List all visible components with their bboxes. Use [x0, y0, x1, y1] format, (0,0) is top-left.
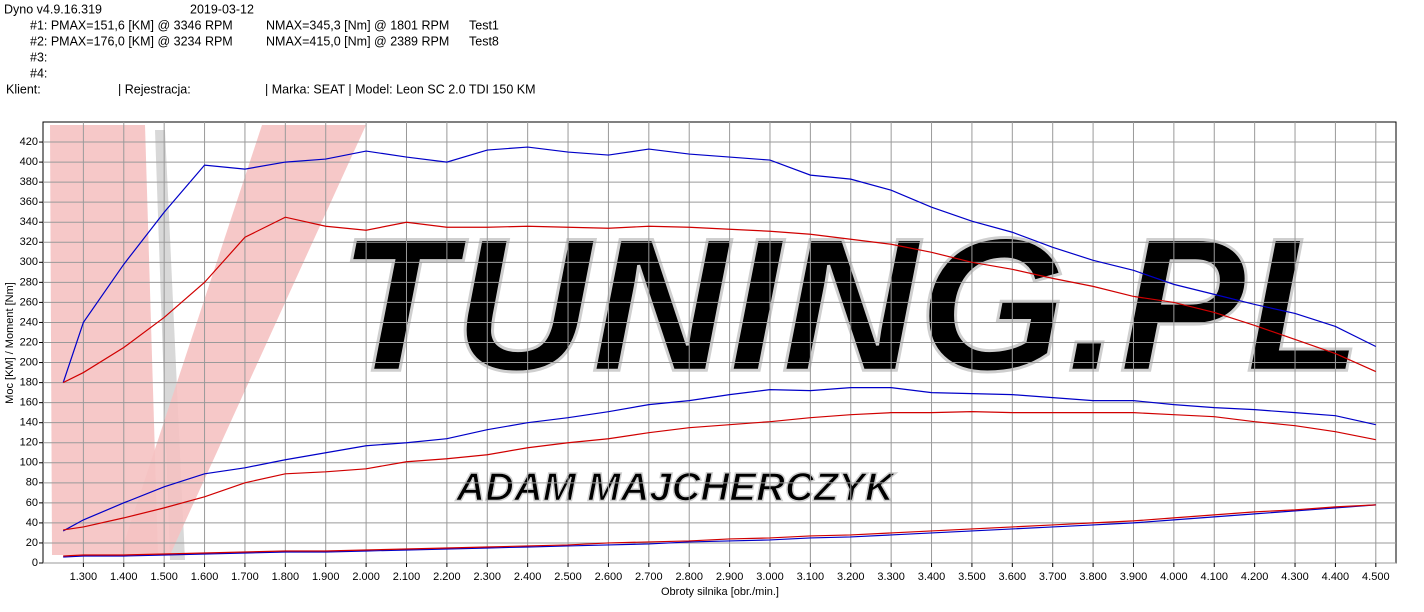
client: Klient: [6, 82, 41, 96]
x-tick-label: 1.500 [150, 571, 178, 583]
x-tick-label: 4.200 [1241, 571, 1269, 583]
y-tick-label: 180 [20, 376, 38, 388]
run-label: #1: PMAX=151,6 [KM] @ 3346 RPM [30, 18, 233, 32]
y-tick-label: 380 [20, 176, 38, 188]
run-torque: NMAX=415,0 [Nm] @ 2389 RPM [266, 34, 449, 48]
x-tick-label: 1.900 [312, 571, 340, 583]
y-tick-label: 200 [20, 356, 38, 368]
data-line [62, 216, 1377, 384]
y-tick-label: 40 [26, 517, 38, 529]
run-test: Test1 [469, 18, 499, 32]
x-tick-label: 4.400 [1322, 571, 1350, 583]
x-tick-label: 3.200 [837, 571, 865, 583]
axis-labels: Obroty silnika [obr./min.] Moc [KM] / Mo… [4, 136, 1390, 598]
x-tick-label: 2.200 [433, 571, 461, 583]
watermark: TUNING.PL ADAM MAJCHERCZYK [50, 125, 1363, 560]
y-tick-label: 400 [20, 156, 38, 168]
run-torque: NMAX=345,3 [Nm] @ 1801 RPM [266, 18, 449, 32]
x-tick-label: 3.000 [756, 571, 784, 583]
x-tick-label: 1.400 [110, 571, 138, 583]
x-tick-label: 2.400 [514, 571, 542, 583]
y-tick-label: 420 [20, 136, 38, 148]
x-tick-label: 2.700 [635, 571, 663, 583]
x-tick-label: 4.300 [1281, 571, 1309, 583]
y-tick-label: 300 [20, 256, 38, 268]
x-axis-title: Obroty silnika [obr./min.] [661, 586, 779, 598]
run-label: #3: [30, 50, 47, 64]
x-tick-label: 3.400 [918, 571, 946, 583]
y-tick-label: 100 [20, 457, 38, 469]
run-label: #2: PMAX=176,0 [KM] @ 3234 RPM [30, 34, 233, 48]
x-tick-label: 2.900 [716, 571, 744, 583]
y-tick-label: 260 [20, 296, 38, 308]
watermark-brand: TUNING.PL [338, 199, 1362, 411]
x-tick-label: 2.800 [675, 571, 703, 583]
y-tick-label: 80 [26, 477, 38, 489]
y-tick-label: 60 [26, 497, 38, 509]
x-tick-label: 3.500 [958, 571, 986, 583]
x-tick-label: 1.300 [70, 571, 98, 583]
x-tick-label: 1.700 [231, 571, 259, 583]
data-line [63, 504, 1376, 557]
x-tick-label: 2.300 [474, 571, 502, 583]
x-tick-label: 3.300 [877, 571, 905, 583]
run-test: Test8 [469, 34, 499, 48]
version: Dyno v4.9.16.319 [4, 2, 102, 16]
x-tick-label: 4.100 [1200, 571, 1228, 583]
x-tick-label: 3.700 [1039, 571, 1067, 583]
x-tick-label: 4.000 [1160, 571, 1188, 583]
x-tick-label: 3.900 [1120, 571, 1148, 583]
header: Dyno v4.9.16.319 2019-03-12 #1: PMAX=151… [4, 2, 536, 96]
y-tick-label: 320 [20, 236, 38, 248]
logo-v-right [120, 125, 366, 555]
data-line [62, 146, 1377, 383]
x-tick-label: 2.600 [595, 571, 623, 583]
x-tick-label: 3.600 [999, 571, 1027, 583]
y-tick-label: 120 [20, 437, 38, 449]
registration: | Rejestracja: [118, 82, 191, 96]
x-tick-label: 2.000 [352, 571, 380, 583]
x-tick-label: 1.600 [191, 571, 219, 583]
y-tick-label: 220 [20, 336, 38, 348]
data-line [63, 411, 1376, 531]
vehicle: | Marka: SEAT | Model: Leon SC 2.0 TDI 1… [265, 82, 536, 96]
y-tick-label: 0 [32, 557, 38, 569]
data-line [62, 387, 1376, 532]
logo-v-left [50, 125, 158, 555]
y-tick-label: 140 [20, 417, 38, 429]
y-tick-label: 280 [20, 276, 38, 288]
y-tick-label: 20 [26, 537, 38, 549]
x-tick-label: 4.500 [1362, 571, 1390, 583]
x-tick-label: 2.500 [554, 571, 582, 583]
x-tick-label: 3.800 [1079, 571, 1107, 583]
y-tick-label: 360 [20, 196, 38, 208]
lines [62, 146, 1377, 558]
x-tick-label: 2.100 [393, 571, 421, 583]
data-line [63, 504, 1376, 558]
x-tick-label: 3.100 [797, 571, 825, 583]
y-tick-label: 340 [20, 216, 38, 228]
y-tick-label: 240 [20, 316, 38, 328]
date: 2019-03-12 [190, 2, 254, 16]
y-tick-label: 160 [20, 397, 38, 409]
run-label: #4: [30, 66, 47, 80]
y-axis-title: Moc [KM] / Moment [Nm] [4, 282, 16, 404]
x-tick-label: 1.800 [272, 571, 300, 583]
